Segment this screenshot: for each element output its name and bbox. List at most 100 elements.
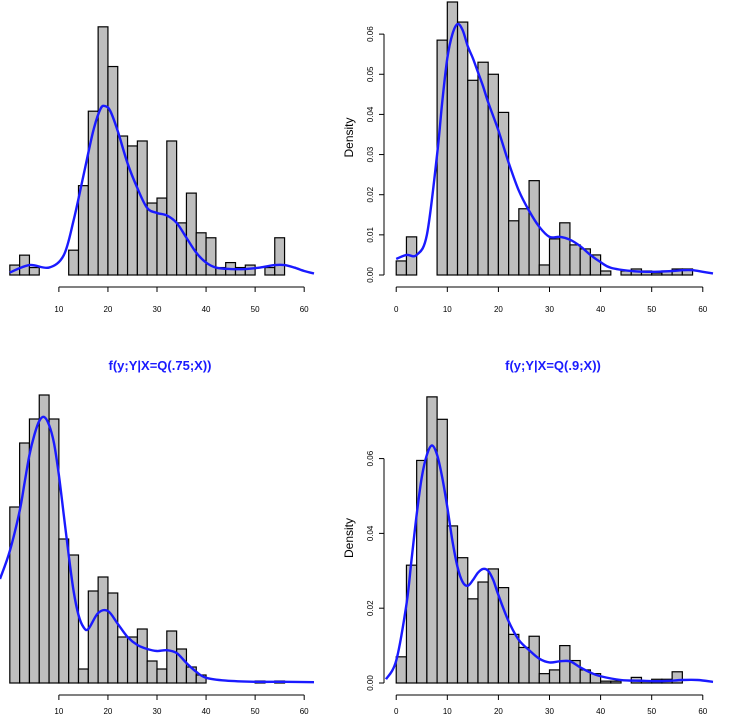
histogram-bar <box>487 568 500 684</box>
histogram-bar <box>58 538 70 684</box>
histogram-bar <box>467 598 479 684</box>
histogram-bar <box>68 249 80 276</box>
x-tick-label: 50 <box>251 305 260 314</box>
y-axis-label: Density <box>342 518 356 558</box>
histogram-bar <box>97 26 109 276</box>
panel-bottom-right: f(y;Y|X=Q(.9;X)) 0 10 20 30 40 50 60 0.00 0.02 0.0… <box>342 358 714 716</box>
histogram-bar <box>146 660 158 684</box>
histogram-bar <box>599 680 612 684</box>
histogram-bar <box>497 111 510 276</box>
x-tick-label: 40 <box>596 305 605 314</box>
histogram-bar <box>548 669 561 684</box>
histogram-bar <box>166 630 178 684</box>
histogram-bar <box>87 590 99 684</box>
histogram-bar <box>176 648 188 684</box>
histogram-bar <box>185 192 197 276</box>
histogram-bar <box>28 266 40 276</box>
x-tick-label: 60 <box>300 707 309 716</box>
histogram-bar <box>395 260 408 276</box>
histogram-bar <box>117 636 129 684</box>
histogram-bar <box>518 646 530 684</box>
histogram-bar <box>477 581 489 684</box>
histogram-bar <box>28 418 40 684</box>
histogram-bar <box>156 197 168 276</box>
histogram-bar <box>467 79 479 276</box>
x-tick-label: 40 <box>202 305 211 314</box>
x-tick-label: 30 <box>545 305 554 314</box>
x-tick-label: 10 <box>443 707 452 716</box>
density-curve <box>384 444 714 684</box>
histogram-bar <box>589 254 602 276</box>
y-tick-label: 0.02 <box>366 186 375 202</box>
histogram-bar <box>599 270 612 276</box>
histogram-bar <box>77 668 89 684</box>
histogram-bar <box>107 592 119 684</box>
y-tick-label: 0.02 <box>366 600 375 616</box>
histogram-bar <box>456 21 469 276</box>
histogram-bar <box>446 1 459 276</box>
panel-top-right: 0 10 20 30 40 50 60 0.00 0.01 0.02 0.03 0.04 0.05 0.0… <box>342 1 714 314</box>
y-tick-label: 0.06 <box>366 450 375 466</box>
x-tick-label: 40 <box>596 707 605 716</box>
histogram-bar <box>559 222 571 276</box>
histogram-bar <box>548 238 561 276</box>
x-tick-label: 60 <box>698 707 707 716</box>
x-tick-label: 50 <box>647 305 656 314</box>
x-tick-label: 0 <box>394 707 399 716</box>
histogram-bar <box>538 264 551 276</box>
histogram-bar <box>156 668 168 684</box>
panel-title: f(y;Y|X=Q(.75;X)) <box>109 358 212 373</box>
y-tick-label: 0.05 <box>366 66 375 82</box>
x-tick-label: 10 <box>54 707 63 716</box>
histogram-bar <box>136 628 148 684</box>
histogram-bar <box>426 396 438 684</box>
y-tick-label: 0.04 <box>366 106 375 122</box>
histogram-bar <box>559 644 571 684</box>
histogram-bar <box>395 656 408 684</box>
histogram-bar <box>146 202 158 276</box>
histogram-bar <box>651 272 663 276</box>
y-tick-label: 0.00 <box>366 267 375 283</box>
x-tick-label: 20 <box>103 305 112 314</box>
x-tick-label: 0 <box>394 305 399 314</box>
histogram-bar <box>671 671 683 684</box>
x-tick-label: 10 <box>54 305 63 314</box>
histogram-bar <box>38 394 50 684</box>
x-tick-label: 30 <box>153 707 162 716</box>
histogram-bar <box>528 635 540 684</box>
histogram-bar <box>518 208 530 276</box>
histogram-bar <box>77 185 89 276</box>
density-curve <box>0 415 315 684</box>
histogram-bar <box>97 576 109 684</box>
histogram-bar <box>569 244 581 276</box>
histogram-bar <box>538 673 551 684</box>
y-tick-label: 0.03 <box>366 146 375 162</box>
panel-top-left: 10 20 30 40 50 60 <box>9 26 315 314</box>
x-tick-label: 50 <box>647 707 656 716</box>
y-tick-label: 0.06 <box>366 26 375 42</box>
x-tick-label: 10 <box>443 305 452 314</box>
x-tick-label: 30 <box>545 707 554 716</box>
histogram-bar <box>508 220 520 276</box>
histogram-bar <box>264 266 276 276</box>
y-tick-label: 0.00 <box>366 675 375 691</box>
y-axis-label: Density <box>342 117 356 157</box>
histogram-bar <box>446 525 459 684</box>
panel-bottom-left: f(y;Y|X=Q(.75;X)) 10 20 30 40 50 60 <box>0 358 315 716</box>
histogram-bar <box>610 680 622 684</box>
density-curve <box>395 22 714 275</box>
histogram-bar <box>274 237 286 276</box>
x-tick-label: 20 <box>494 707 503 716</box>
histogram-bar <box>528 180 540 276</box>
x-tick-label: 50 <box>251 707 260 716</box>
x-tick-label: 60 <box>698 305 707 314</box>
histogram-bar <box>508 633 520 684</box>
panel-title: f(y;Y|X=Q(.9;X)) <box>505 358 601 373</box>
x-tick-label: 60 <box>300 305 309 314</box>
y-tick-label: 0.04 <box>366 525 375 541</box>
x-tick-label: 30 <box>153 305 162 314</box>
histogram-bar <box>205 237 217 276</box>
x-tick-label: 20 <box>494 305 503 314</box>
histogram-bar <box>166 140 178 276</box>
